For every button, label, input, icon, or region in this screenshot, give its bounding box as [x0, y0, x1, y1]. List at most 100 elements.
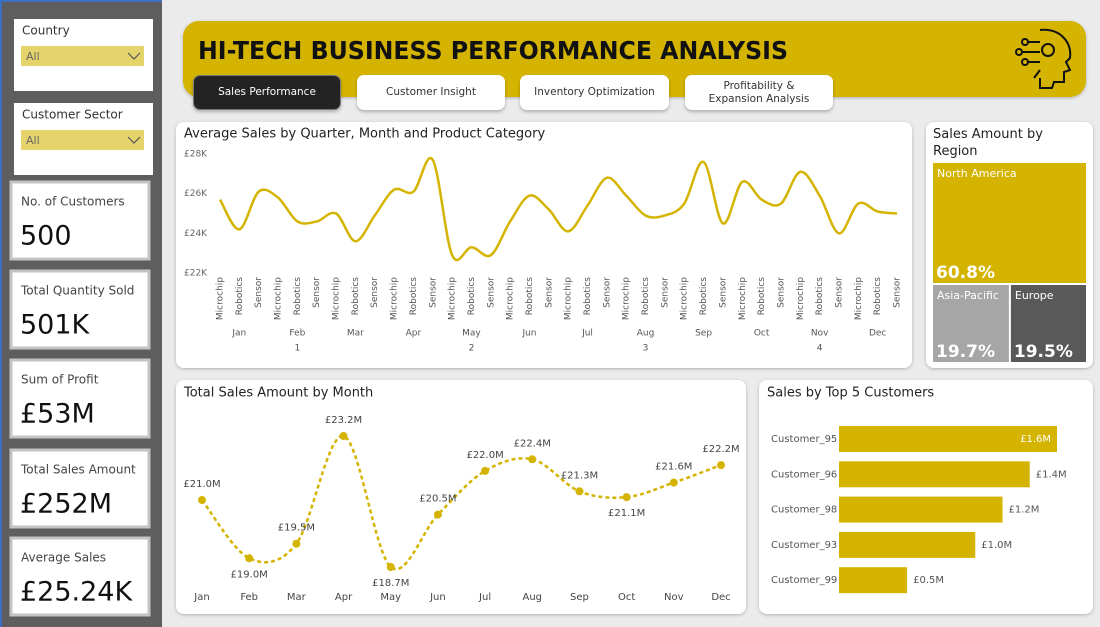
- tab[interactable]: Profitability & Expansion Analysis: [685, 75, 833, 110]
- quarter-label: 4: [817, 344, 823, 354]
- x-tick-label: Jan: [193, 592, 209, 603]
- point: [339, 432, 348, 440]
- x-tick-label: Dec: [711, 592, 730, 603]
- kpi-card: [9, 536, 151, 617]
- point: [528, 455, 537, 464]
- x-tick-label: Jul: [478, 592, 491, 603]
- month-label: Sep: [695, 329, 712, 339]
- tile-value: 19.7%: [936, 342, 995, 362]
- treemap-tile: [933, 163, 1086, 283]
- data-label: £21.6M: [655, 462, 692, 473]
- x-tick-label: Robotics: [409, 277, 419, 316]
- x-tick-label: May: [380, 592, 401, 603]
- y-tick-label: £28K: [184, 150, 208, 160]
- x-tick-label: Robotics: [699, 277, 709, 316]
- dropdown[interactable]: [21, 130, 144, 150]
- kpi-label: Total Sales Amount: [20, 463, 136, 477]
- data-label: £1.0M: [981, 540, 1012, 551]
- x-tick-label: Robotics: [815, 277, 825, 316]
- x-tick-label: Sensor: [370, 277, 380, 308]
- month-label: May: [462, 329, 481, 339]
- month-label: Jun: [521, 329, 536, 339]
- kpi-value: 500: [20, 221, 72, 252]
- data-label: £18.7M: [372, 578, 409, 589]
- point: [622, 493, 631, 502]
- x-tick-label: Robotics: [641, 277, 651, 316]
- x-tick-label: Microchip: [390, 277, 400, 320]
- tile-label: North America: [937, 167, 1017, 180]
- card: [176, 380, 746, 614]
- chart-title: Average Sales by Quarter, Month and Prod…: [184, 127, 545, 142]
- point: [575, 487, 584, 496]
- tab[interactable]: Sales Performance: [193, 75, 341, 110]
- point: [669, 478, 678, 487]
- kpi-label: Average Sales: [21, 551, 106, 565]
- data-label: £19.0M: [231, 569, 268, 580]
- data-label: £1.4M: [1036, 469, 1067, 480]
- x-tick-label: Jun: [429, 592, 446, 603]
- month-label: Apr: [406, 329, 422, 339]
- x-tick-label: Microchip: [796, 277, 806, 320]
- card: [176, 122, 912, 368]
- data-label: £21.3M: [561, 470, 598, 481]
- x-tick-label: Sensor: [312, 277, 322, 308]
- y-tick-label: £26K: [184, 189, 208, 199]
- x-tick-label: Sensor: [776, 277, 786, 308]
- x-tick-label: Microchip: [332, 277, 342, 320]
- kpi-value: £252M: [20, 489, 112, 520]
- kpi-value: 501K: [20, 310, 91, 341]
- x-tick-label: Sep: [570, 592, 589, 603]
- y-tick-label: £24K: [184, 229, 208, 239]
- bar: [839, 567, 908, 594]
- month-label: Feb: [289, 329, 305, 339]
- x-tick-label: Robotics: [525, 277, 535, 316]
- month-label: Jul: [581, 329, 593, 339]
- tile-value: 19.5%: [1014, 342, 1073, 362]
- x-tick-label: Robotics: [757, 277, 767, 316]
- point: [386, 563, 395, 571]
- chart-title: Total Sales Amount by Month: [183, 386, 373, 401]
- y-tick-label: Customer_98: [771, 505, 837, 516]
- kpi-card: [9, 180, 151, 261]
- dropdown[interactable]: [21, 46, 144, 66]
- x-tick-label: Sensor: [486, 277, 496, 308]
- treemap-tile: [933, 284, 1009, 362]
- month-label: Oct: [754, 329, 770, 339]
- x-tick-label: Sensor: [428, 277, 438, 308]
- x-tick-label: Apr: [335, 592, 353, 603]
- dropdown-value: All: [26, 134, 40, 147]
- kpi-card: [9, 448, 151, 529]
- data-label: £1.6M: [1020, 434, 1051, 445]
- data-label: £1.2M: [1009, 505, 1040, 516]
- point: [292, 539, 301, 548]
- data-label: £0.5M: [913, 575, 944, 586]
- kpi-value: £53M: [20, 399, 95, 430]
- x-tick-label: Microchip: [564, 277, 574, 320]
- bar: [839, 496, 1003, 523]
- chart-title: Sales Amount by Region: [933, 127, 1043, 159]
- x-tick-label: Robotics: [351, 277, 361, 316]
- bar: [839, 531, 976, 558]
- tile-value: 60.8%: [936, 263, 995, 283]
- data-label: £22.2M: [702, 444, 739, 455]
- x-tick-label: Sensor: [602, 277, 612, 308]
- point: [433, 510, 442, 519]
- tab[interactable]: Customer Insight: [357, 75, 505, 110]
- tab[interactable]: Inventory Optimization: [520, 75, 669, 110]
- data-label: £20.5M: [419, 494, 456, 505]
- line: [218, 156, 898, 262]
- x-tick-label: Sensor: [544, 277, 554, 308]
- treemap-tile: [1010, 284, 1086, 362]
- x-tick-label: Microchip: [274, 277, 284, 320]
- x-tick-label: Robotics: [873, 277, 883, 316]
- tile-label: Europe: [1015, 289, 1054, 302]
- month-label: Aug: [637, 329, 655, 339]
- x-tick-label: Robotics: [467, 277, 477, 316]
- page-title: HI-TECH BUSINESS PERFORMANCE ANALYSIS: [198, 36, 788, 65]
- x-tick-label: Aug: [523, 592, 543, 603]
- dropdown-value: All: [26, 50, 40, 63]
- data-label: £21.0M: [183, 479, 220, 490]
- x-tick-label: Microchip: [448, 277, 458, 320]
- x-tick-label: Sensor: [254, 277, 264, 308]
